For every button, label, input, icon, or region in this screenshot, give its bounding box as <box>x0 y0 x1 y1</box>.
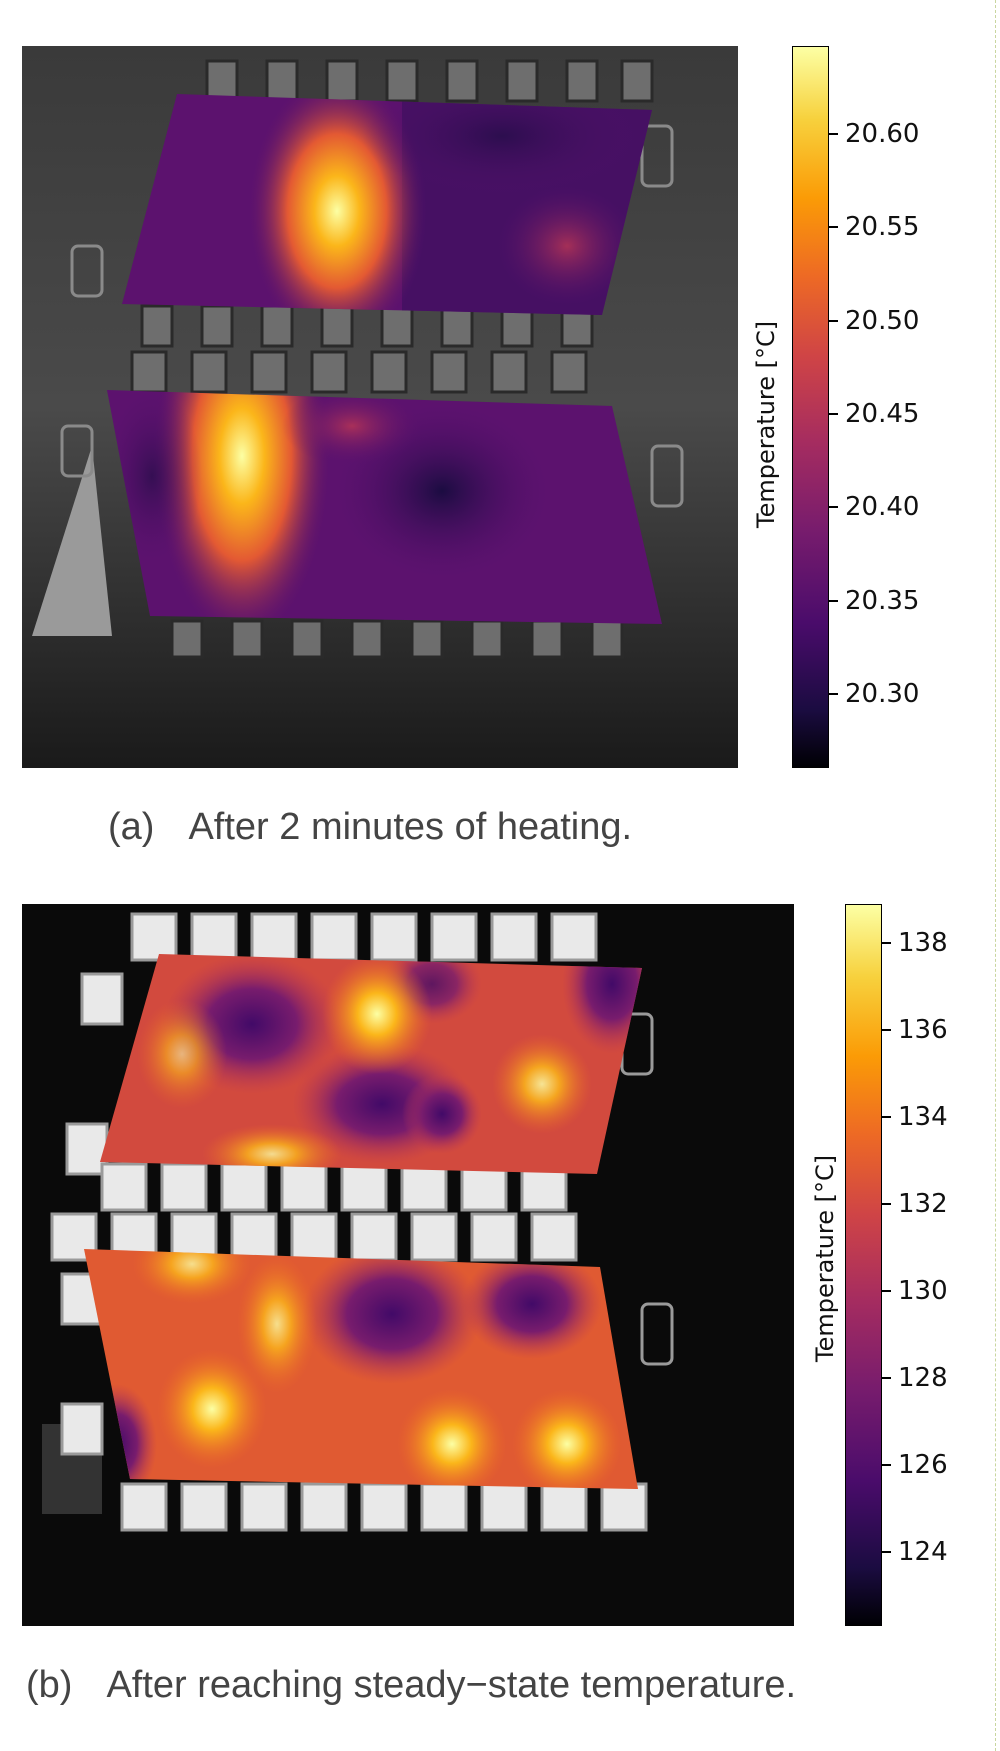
colorbar-a <box>792 46 829 768</box>
caption-a-tag: (a) <box>108 806 155 848</box>
panel-b: 138 136 134 132 130 128 126 124 Temperat… <box>0 900 1000 1751</box>
caption-b-tag: (b) <box>26 1664 73 1706</box>
colorbar-b-title: Temperature [°C] <box>811 1154 839 1362</box>
colorbar-b-axis: 138 136 134 132 130 128 126 124 <box>882 904 992 1626</box>
caption-b-text: After reaching steady−state temperature. <box>106 1664 797 1706</box>
page-edge-dashed-line <box>995 0 996 1751</box>
thermal-image-b <box>22 904 794 1626</box>
caption-a-text: After 2 minutes of heating. <box>188 806 633 848</box>
caption-a: (a) After 2 minutes of heating. <box>108 806 632 849</box>
caption-b: (b) After reaching steady−state temperatu… <box>26 1664 796 1707</box>
colorbar-a-axis: 20.60 20.55 20.50 20.45 20.40 20.35 20.3… <box>829 46 979 768</box>
thermal-image-a <box>22 46 738 768</box>
colorbar-a-title: Temperature [°C] <box>752 320 780 528</box>
panel-a: 20.60 20.55 20.50 20.45 20.40 20.35 20.3… <box>0 0 1000 860</box>
colorbar-b <box>845 904 882 1626</box>
